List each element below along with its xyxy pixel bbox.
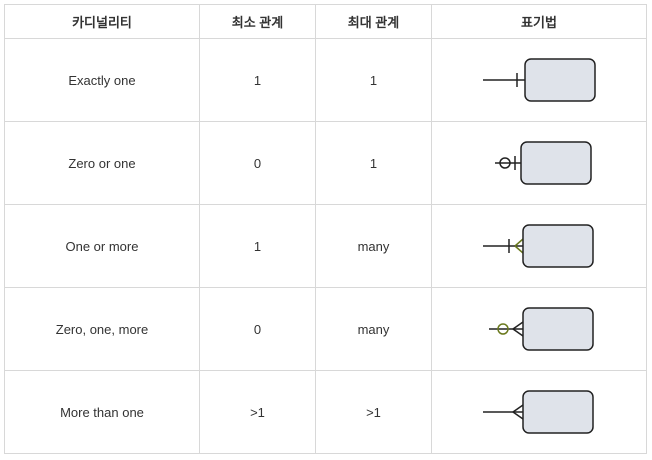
min-cell: 1 [199,38,316,122]
notation-cell [431,287,647,371]
table-row: One or more 1 many [4,204,647,288]
table-row: More than one >1 >1 [4,370,647,454]
min-cell: 0 [199,287,316,371]
min-cell: 0 [199,121,316,205]
cardinality-cell: One or more [4,204,200,288]
table-header-row: 카디널리티 최소 관계 최대 관계 표기법 [4,4,647,39]
notation-cell [431,121,647,205]
table-row: Zero or one 0 1 [4,121,647,205]
zero-one-more-notation-icon [489,307,594,351]
table-row: Zero, one, more 0 many [4,287,647,371]
table-row: Exactly one 1 1 [4,38,647,122]
header-notation: 표기법 [431,4,647,39]
max-cell: many [315,287,432,371]
notation-cell [431,38,647,122]
min-cell: 1 [199,204,316,288]
header-cardinality: 카디널리티 [4,4,200,39]
max-cell: many [315,204,432,288]
header-min-relation: 최소 관계 [199,4,316,39]
max-cell: 1 [315,121,432,205]
one-or-more-notation-icon [483,224,594,268]
notation-cell [431,204,647,288]
exactly-one-notation-icon [483,58,596,102]
max-cell: 1 [315,38,432,122]
cardinality-cell: Zero or one [4,121,200,205]
min-cell: >1 [199,370,316,454]
cardinality-cell: Zero, one, more [4,287,200,371]
header-max-relation: 최대 관계 [315,4,432,39]
cardinality-table: 카디널리티 최소 관계 최대 관계 표기법 Exactly one 1 1 [4,4,647,454]
more-than-one-notation-icon [483,390,594,434]
zero-or-one-notation-icon [495,141,592,185]
cardinality-cell: More than one [4,370,200,454]
max-cell: >1 [315,370,432,454]
cardinality-cell: Exactly one [4,38,200,122]
cardinality-table-container: 카디널리티 최소 관계 최대 관계 표기법 Exactly one 1 1 [4,4,647,454]
notation-cell [431,370,647,454]
